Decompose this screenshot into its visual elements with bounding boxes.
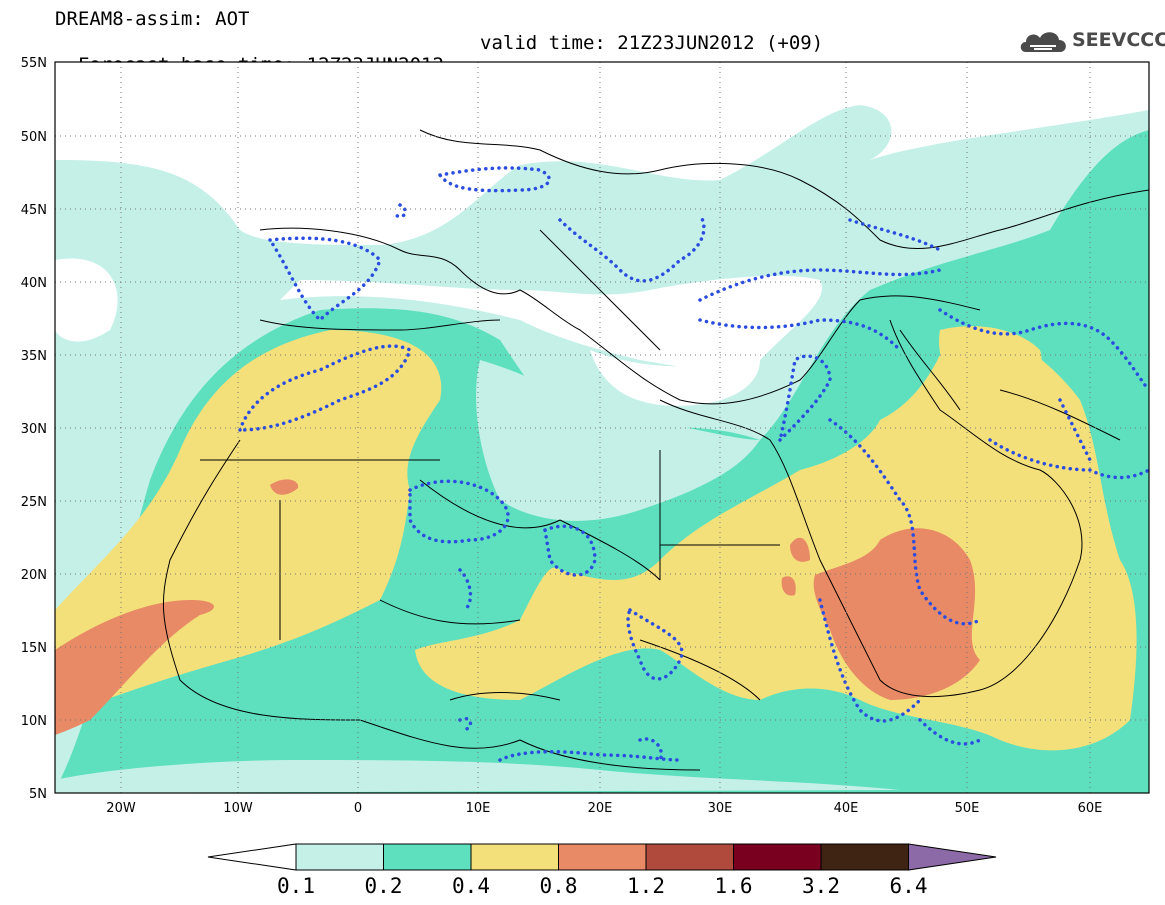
colorbar-labels: 0.1 0.2 0.4 0.8 1.2 1.6 3.2 6.4 [277, 874, 927, 898]
colorbar-label: 3.2 [802, 874, 840, 898]
colorbar-label: 6.4 [890, 874, 928, 898]
lat-tick-label: 20N [21, 568, 47, 583]
valid-time: valid time: 21Z23JUN2012 (+09) [480, 32, 824, 54]
colorbar-segment [470, 843, 559, 871]
lat-tick-label: 55N [21, 56, 47, 71]
lon-tick-label: 40E [834, 801, 859, 816]
map-title: DREAM8-assim: AOT [55, 8, 250, 30]
lat-axis: 55N 50N 45N 40N 35N 30N 25N 20N 15N 10N … [21, 56, 47, 802]
colorbar-label: 0.1 [277, 874, 315, 898]
lon-tick-label: 30E [708, 801, 733, 816]
lon-tick-label: 10W [223, 801, 253, 816]
colorbar-segment [820, 843, 909, 871]
lat-tick-label: 10N [21, 714, 47, 729]
colorbar-label: 0.4 [452, 874, 490, 898]
lon-tick-label: 50E [955, 801, 980, 816]
colorbar-label: 1.6 [715, 874, 753, 898]
colorbar-arrow-high [908, 843, 997, 871]
coastlines [162, 129, 1149, 771]
lat-tick-label: 35N [21, 349, 47, 364]
colorbar-arrow-low [207, 843, 297, 871]
colorbar-label: 0.8 [540, 874, 578, 898]
seevccc-logo: SEEVCCC [1018, 26, 1165, 56]
lat-tick-label: 50N [21, 130, 47, 145]
lon-axis: 20W 10W 0 10E 20E 30E 40E 50E 60E [106, 801, 1102, 816]
aot-region-high [55, 600, 214, 735]
logo-text: SEEVCCC [1072, 29, 1165, 51]
lat-tick-label: 15N [21, 641, 47, 656]
colorbar-segment [645, 843, 734, 871]
colorbar-segment [558, 843, 647, 871]
aot-contours [237, 166, 1149, 762]
colorbar-segment [383, 843, 472, 871]
colorbar-segment [295, 843, 384, 871]
lon-tick-label: 0 [354, 801, 362, 816]
lon-tick-label: 10E [466, 801, 491, 816]
lat-tick-label: 45N [21, 203, 47, 218]
colorbar-label: 1.2 [627, 874, 665, 898]
lat-tick-label: 40N [21, 276, 47, 291]
lon-tick-label: 60E [1078, 801, 1103, 816]
colorbar-segment [733, 843, 822, 871]
graticule [55, 62, 1149, 793]
plot-frame [54, 61, 1150, 794]
cloud-icon [1020, 32, 1066, 52]
lat-tick-label: 25N [21, 495, 47, 510]
lon-tick-label: 20E [588, 801, 613, 816]
lon-tick-label: 20W [106, 801, 136, 816]
lat-tick-label: 30N [21, 422, 47, 437]
colorbar-label: 0.2 [365, 874, 403, 898]
lat-tick-label: 5N [29, 787, 47, 802]
colorbar [207, 843, 997, 871]
